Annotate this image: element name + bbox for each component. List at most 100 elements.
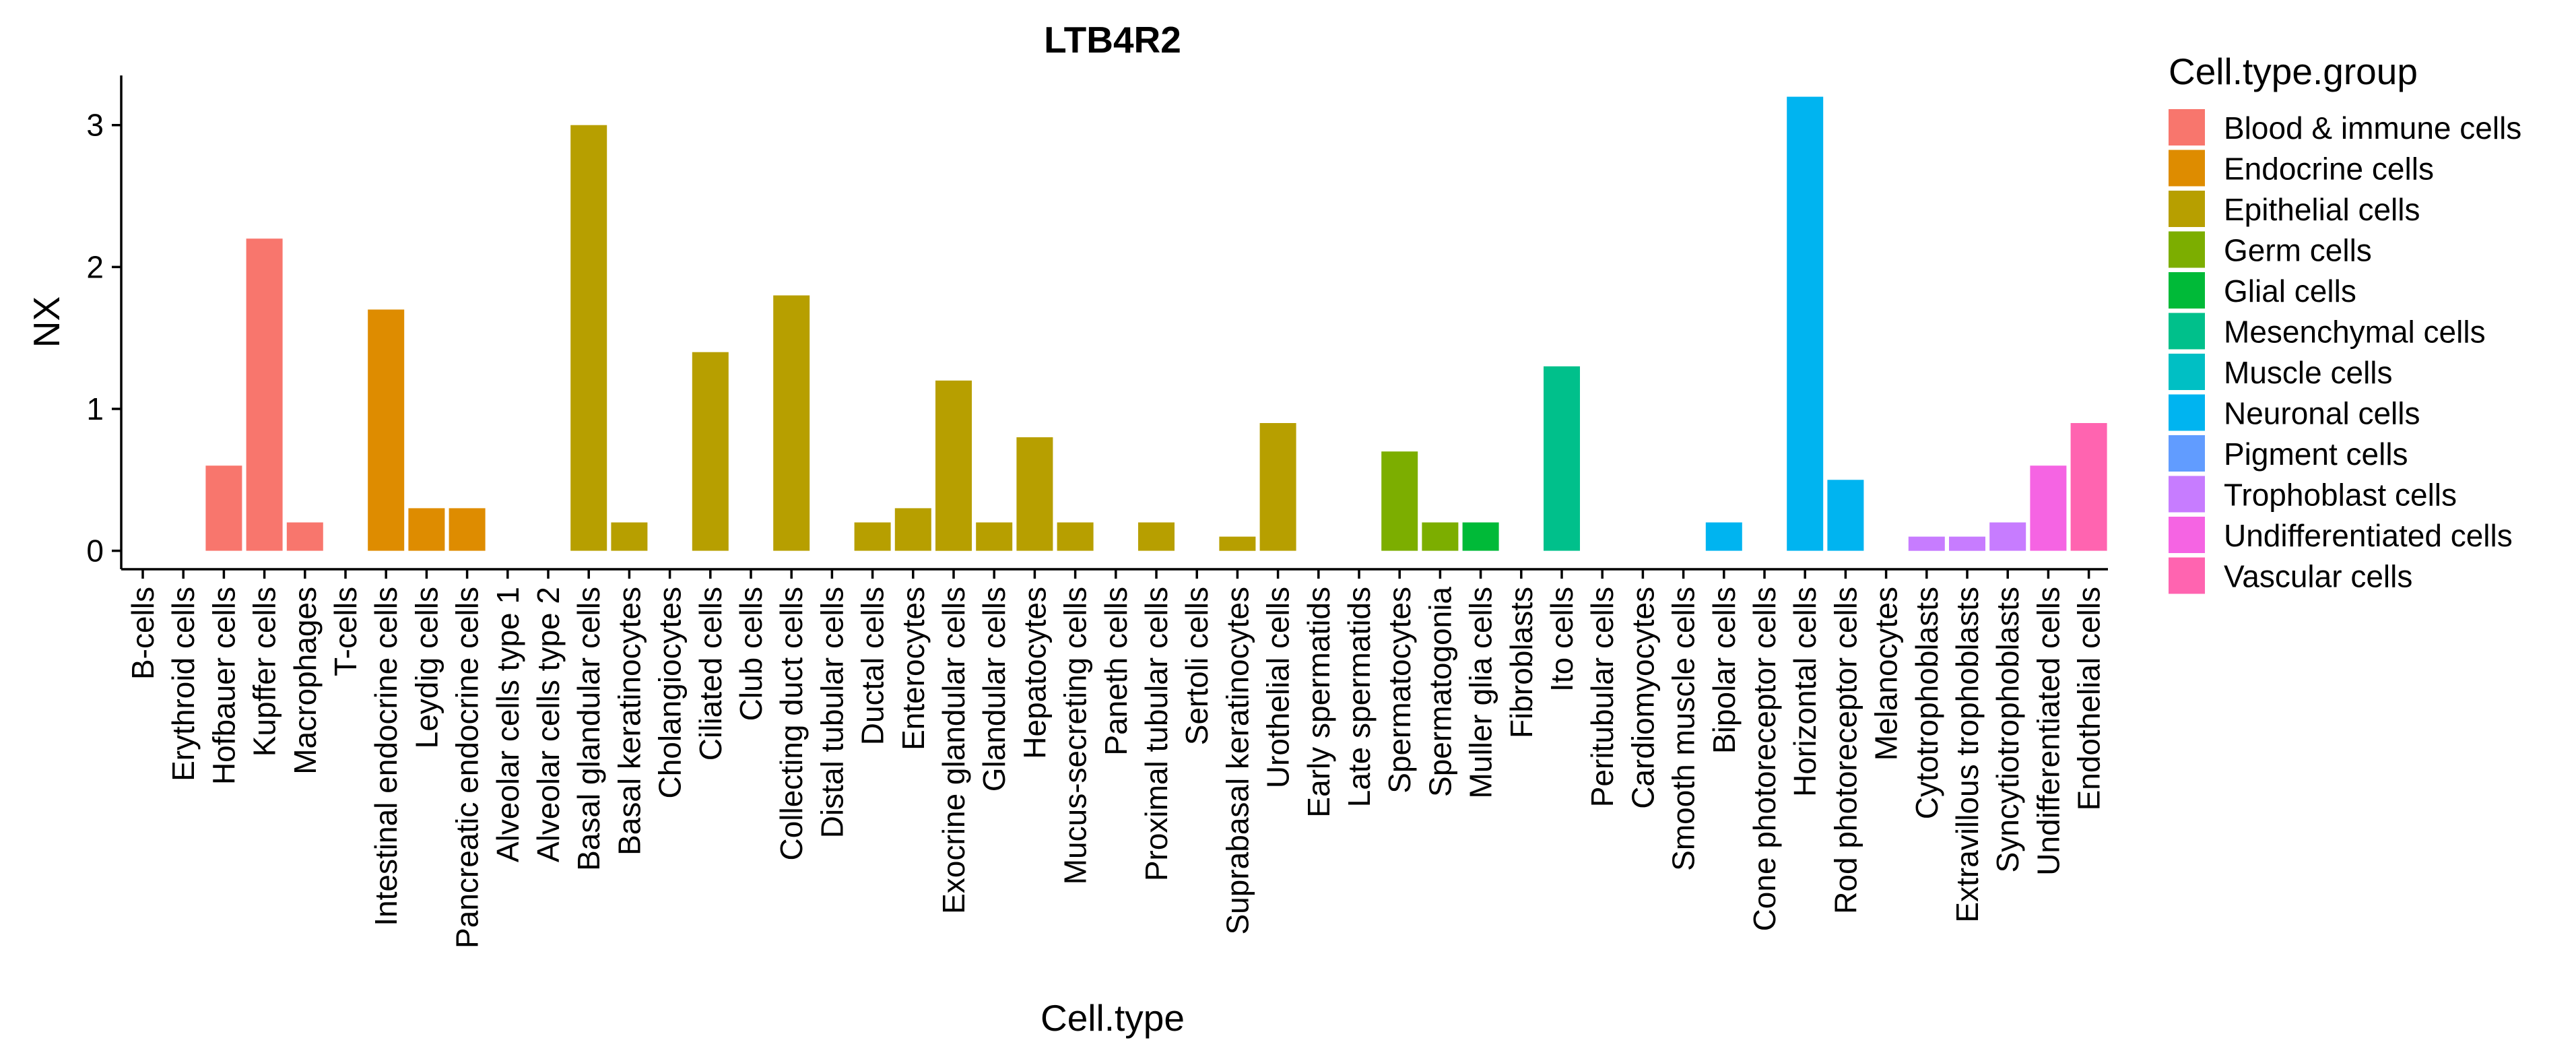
y-axis-title: NX xyxy=(26,296,67,348)
bar xyxy=(611,522,648,551)
bar xyxy=(1462,522,1499,551)
y-tick-label: 3 xyxy=(86,108,104,143)
legend-label: Endocrine cells xyxy=(2224,152,2434,187)
legend-swatch xyxy=(2169,231,2205,268)
x-tick-label: Kupffer cells xyxy=(247,587,282,757)
x-tick-label: Late spermatids xyxy=(1342,587,1377,807)
x-tick-label: Spermatogonia xyxy=(1422,587,1457,797)
x-tick-label: Endothelial cells xyxy=(2072,587,2107,810)
x-tick-label: Ito cells xyxy=(1544,587,1579,692)
bar xyxy=(368,309,405,551)
x-tick-label: Fibroblasts xyxy=(1504,587,1539,738)
x-tick-label: Muller glia cells xyxy=(1463,587,1498,798)
bar xyxy=(1259,423,1296,551)
bar xyxy=(1057,522,1094,551)
x-tick-label: Cytotrophoblasts xyxy=(1909,587,1944,819)
legend-label: Vascular cells xyxy=(2224,559,2412,594)
bar xyxy=(1138,522,1175,551)
x-tick-label: B-cells xyxy=(125,587,160,680)
bar xyxy=(2070,423,2107,551)
x-tick-label: Spermatocytes xyxy=(1382,587,1417,794)
x-tick-label: Alveolar cells type 2 xyxy=(531,587,566,862)
legend-swatch xyxy=(2169,476,2205,513)
x-tick-label: Hofbauer cells xyxy=(206,587,241,785)
legend-label: Glial cells xyxy=(2224,274,2356,309)
legend-swatch xyxy=(2169,557,2205,594)
x-tick-label: Cholangiocytes xyxy=(653,587,688,799)
x-tick-label: Proximal tubular cells xyxy=(1139,587,1174,881)
legend-title: Cell.type.group xyxy=(2169,51,2418,92)
x-tick-label: Basal keratinocytes xyxy=(612,587,647,856)
x-tick-label: Club cells xyxy=(733,587,768,721)
x-tick-label: T-cells xyxy=(328,587,363,676)
legend-label: Undifferentiated cells xyxy=(2224,518,2513,553)
bar xyxy=(570,125,607,551)
bar xyxy=(1016,437,1053,551)
bar xyxy=(1827,480,1864,551)
bar xyxy=(286,522,323,551)
bar xyxy=(894,508,931,551)
x-tick-label: Suprabasal keratinocytes xyxy=(1220,587,1255,935)
bar xyxy=(1381,451,1418,551)
bar xyxy=(854,522,891,551)
x-tick-label: Intestinal endocrine cells xyxy=(368,587,403,926)
legend-label: Neuronal cells xyxy=(2224,396,2420,431)
x-tick-label: Urothelial cells xyxy=(1261,587,1296,788)
y-tick-label: 0 xyxy=(86,534,104,569)
x-tick-label: Macrophages xyxy=(288,587,323,775)
x-tick-label: Early spermatids xyxy=(1301,587,1336,818)
bar xyxy=(2030,465,2067,551)
x-tick-label: Undifferentiated cells xyxy=(2030,587,2066,876)
legend-swatch xyxy=(2169,354,2205,390)
x-tick-label: Melanocytes xyxy=(1869,587,1904,761)
x-tick-label: Bipolar cells xyxy=(1707,587,1742,754)
bar xyxy=(1787,96,1824,551)
legend-label: Mesenchymal cells xyxy=(2224,315,2486,350)
x-tick-label: Ductal cells xyxy=(855,587,890,745)
bar xyxy=(935,380,972,551)
x-tick-label: Glandular cells xyxy=(977,587,1012,792)
bar xyxy=(1705,522,1742,551)
y-tick-label: 1 xyxy=(86,391,104,426)
legend: Cell.type.group Blood & immune cells Endo… xyxy=(2169,51,2521,594)
bar xyxy=(1219,536,1256,551)
bar xyxy=(773,295,810,551)
y-axis: 0 1 2 3 xyxy=(86,75,123,569)
legend-label: Epithelial cells xyxy=(2224,192,2420,227)
bar xyxy=(408,508,445,551)
legend-swatch xyxy=(2169,272,2205,309)
legend-swatch xyxy=(2169,109,2205,146)
x-axis: B-cells Erythroid cells Hofbauer cells Kupf… xyxy=(121,568,2108,949)
legend-swatch xyxy=(2169,517,2205,553)
legend-label: Blood & immune cells xyxy=(2224,110,2521,146)
legend-swatch xyxy=(2169,191,2205,227)
bar xyxy=(246,238,283,551)
legend-label: Muscle cells xyxy=(2224,355,2393,390)
bar xyxy=(1949,536,1985,551)
x-tick-label: Sertoli cells xyxy=(1179,587,1214,745)
bar xyxy=(449,508,486,551)
x-tick-label: Hepatocytes xyxy=(1017,587,1052,759)
legend-label: Germ cells xyxy=(2224,233,2372,268)
x-tick-label: Basal glandular cells xyxy=(571,587,606,871)
x-tick-label: Ciliated cells xyxy=(693,587,728,761)
legend-swatch xyxy=(2169,394,2205,431)
x-tick-label: Cardiomyocytes xyxy=(1625,587,1660,809)
bar xyxy=(976,522,1013,551)
legend-label: Trophoblast cells xyxy=(2224,478,2457,513)
legend-swatch xyxy=(2169,150,2205,187)
bar xyxy=(1908,536,1945,551)
x-tick-label: Erythroid cells xyxy=(166,587,201,781)
chart-title: LTB4R2 xyxy=(1044,19,1181,61)
x-axis-title: Cell.type xyxy=(1041,997,1185,1039)
legend-swatch xyxy=(2169,435,2205,472)
x-tick-label: Extravillous trophoblasts xyxy=(1950,587,1985,923)
x-tick-label: Leydig cells xyxy=(409,587,444,748)
bars-group xyxy=(205,96,2107,551)
x-tick-label: Collecting duct cells xyxy=(774,587,809,861)
x-tick-label: Alveolar cells type 1 xyxy=(490,587,525,862)
x-tick-label: Pancreatic endocrine cells xyxy=(450,587,485,949)
bar xyxy=(1544,366,1580,551)
y-tick-label: 2 xyxy=(86,249,104,284)
